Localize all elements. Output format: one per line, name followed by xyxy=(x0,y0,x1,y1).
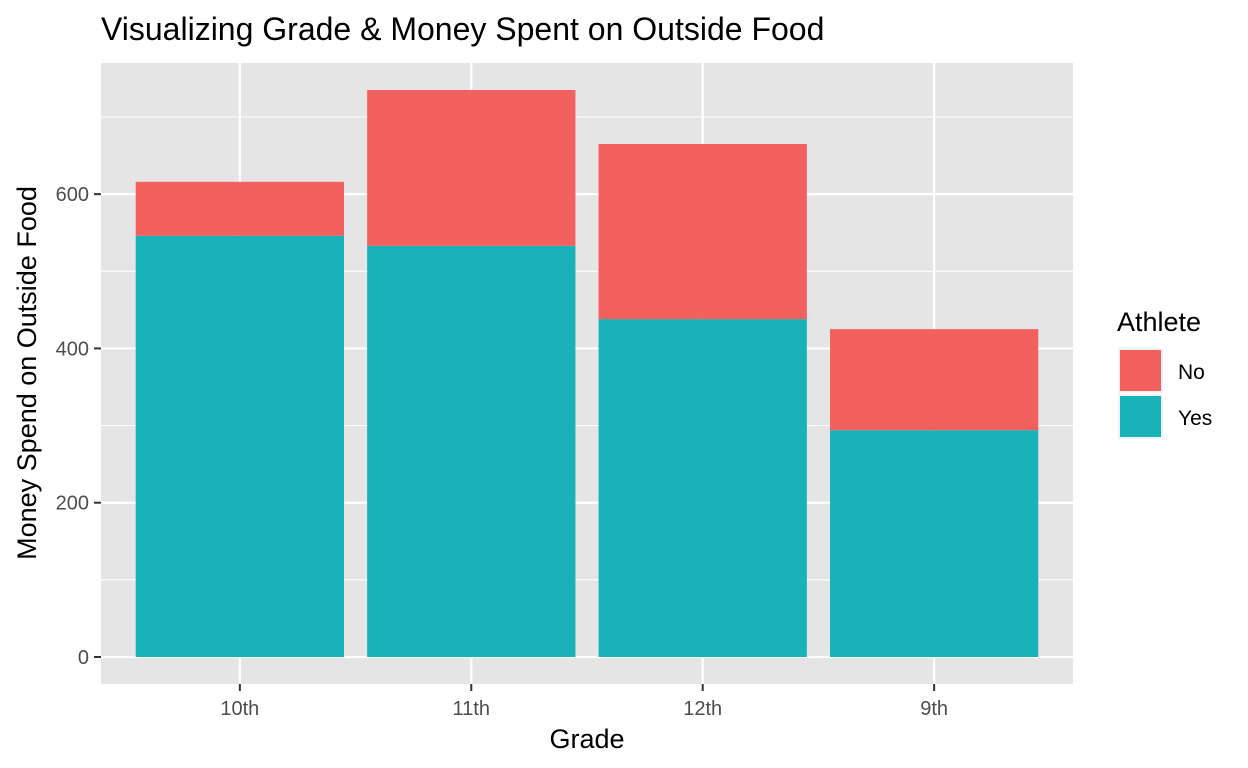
bar-10th-yes xyxy=(135,235,344,658)
bar-9th-yes xyxy=(830,430,1039,657)
bar-12th-yes xyxy=(598,319,807,657)
y-tick-label: 200 xyxy=(56,493,89,515)
legend: Athlete No Yes xyxy=(1117,307,1212,439)
legend-key-no xyxy=(1120,350,1161,391)
bar-12th-no xyxy=(598,144,807,320)
y-axis-title: Money Spend on Outside Food xyxy=(12,186,42,560)
chart-title: Visualizing Grade & Money Spent on Outsi… xyxy=(101,11,824,47)
x-tick-label: 12th xyxy=(683,698,722,720)
x-tick-label: 9th xyxy=(920,698,948,720)
legend-label-yes: Yes xyxy=(1178,407,1212,430)
bar-10th-no xyxy=(135,181,344,236)
legend-key-yes xyxy=(1120,396,1161,437)
x-tick-label: 10th xyxy=(220,698,259,720)
legend-title: Athlete xyxy=(1117,307,1201,337)
bars xyxy=(135,90,1039,658)
x-axis-title: Grade xyxy=(549,724,624,754)
y-tick-label: 400 xyxy=(56,338,89,360)
x-axis: 10th 11th 12th 9th xyxy=(220,684,948,720)
y-tick-label: 600 xyxy=(56,184,89,206)
legend-label-no: No xyxy=(1178,361,1205,384)
x-tick-label: 11th xyxy=(453,698,490,720)
bar-9th-no xyxy=(830,329,1039,431)
bar-11th-yes xyxy=(367,245,576,658)
y-tick-label: 0 xyxy=(78,647,89,669)
bar-11th-no xyxy=(367,90,576,246)
y-axis: 0 200 400 600 xyxy=(56,184,101,669)
